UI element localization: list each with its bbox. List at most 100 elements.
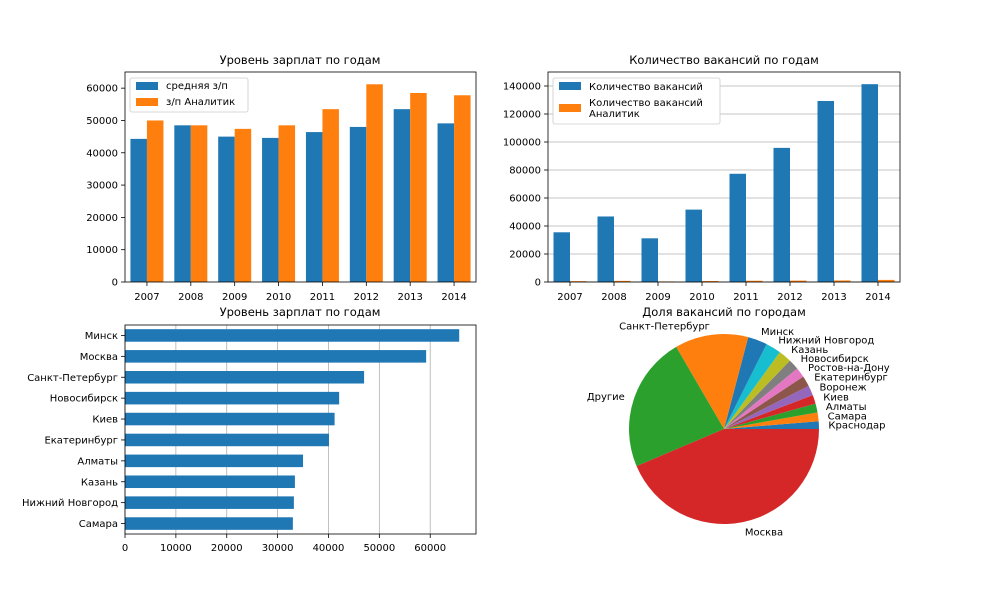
pie-slice [724, 337, 767, 429]
y-tick-label: 0 [112, 278, 118, 289]
chart-salary-by-city: Уровень зарплат по годам 0 10000 20000 3000… [22, 305, 477, 554]
bar [125, 454, 304, 468]
x-tick-label: 50000 [363, 543, 395, 554]
pie-label: Алматы [826, 402, 867, 413]
pie-slice [724, 385, 813, 429]
bar [437, 123, 455, 282]
y-tick-label: Самара [79, 519, 118, 530]
y-tick-label: Москва [80, 352, 118, 363]
x-tick-label: 2012 [777, 292, 802, 303]
x-tick-label: 2013 [397, 292, 422, 303]
pie-slice [724, 352, 790, 429]
bar [218, 136, 235, 282]
chart-salary-by-year-title: Уровень зарплат по годам [220, 53, 381, 67]
bar [790, 280, 807, 282]
y-tick-label: 50000 [86, 116, 118, 127]
bar [570, 281, 587, 282]
x-tick-label: 2007 [557, 292, 582, 303]
x-tick-label: 40000 [313, 543, 345, 554]
pie-label: Екатеринбург [814, 372, 888, 383]
bar [125, 496, 294, 509]
pie-slice [724, 368, 804, 429]
y-tick-label: 20000 [86, 213, 118, 224]
chart-salary-by-city-title: Уровень зарплат по годам [220, 305, 381, 319]
x-tick-label: 2014 [865, 292, 890, 303]
legend-label: Количество вакансий [589, 82, 703, 93]
y-tick-label: 10000 [86, 245, 118, 256]
chart-vacancy-share-by-city-title: Доля вакансий по городам [642, 305, 806, 319]
legend-swatch [559, 104, 581, 112]
bar [614, 280, 631, 282]
y-tick-label: 40000 [509, 222, 541, 233]
y-tick-label: Нижний Новгород [22, 498, 118, 509]
bar [553, 232, 570, 282]
chart-vacancy-share-by-city: Доля вакансий по городам КраснодарСамара… [587, 305, 890, 538]
y-tick-label: 40000 [86, 148, 118, 159]
bar [773, 147, 790, 282]
legend-swatch [136, 82, 158, 90]
x-tick-label: 2008 [601, 292, 626, 303]
y-tick-label: 30000 [86, 181, 118, 192]
x-tick-label: 0 [122, 543, 128, 554]
x-tick-label: 10000 [160, 543, 192, 554]
pie-label: Казань [791, 345, 828, 356]
pie-label: Минск [761, 327, 794, 338]
x-tick-label: 2010 [266, 292, 291, 303]
pie-slice [724, 360, 798, 429]
bar [322, 109, 339, 283]
y-tick-label: 60000 [86, 84, 118, 95]
bar [861, 84, 878, 283]
y-tick-label: Екатеринбург [44, 435, 118, 446]
chart-salary-by-year: Уровень зарплат по годам 0 10000 20000 3000… [86, 53, 477, 303]
pie-label: Москва [745, 527, 783, 538]
bar [702, 281, 719, 282]
bar [125, 329, 460, 342]
pie-label: Ростов-на-Дону [808, 363, 890, 374]
pie-label: Санкт-Петербург [619, 321, 710, 332]
pie-label: Воронеж [820, 383, 867, 394]
x-tick-label: 2013 [821, 292, 846, 303]
chart-salary-by-year-frame [124, 71, 477, 283]
chart-salary-by-year-legend: средняя з/п з/п Аналитик [129, 77, 249, 113]
chart-salary-by-city-frame [124, 324, 477, 535]
legend-label: Количество вакансий [589, 98, 703, 109]
x-tick-label: 2007 [134, 292, 159, 303]
x-tick-label: 60000 [414, 543, 446, 554]
bar [125, 475, 295, 489]
legend-label: з/п Аналитик [166, 97, 235, 108]
legend-label: Аналитик [589, 109, 640, 120]
bar [366, 84, 383, 283]
pie-slice [724, 403, 818, 429]
bar [597, 216, 614, 282]
bar [262, 137, 279, 282]
x-tick-label: 2014 [441, 292, 466, 303]
y-tick-label: 100000 [503, 138, 541, 149]
y-tick-label: Новосибирск [50, 394, 118, 405]
bar [174, 125, 191, 282]
chart-vacancies-by-year-frame [547, 71, 901, 283]
pie-slice [724, 395, 816, 429]
bar [125, 412, 335, 426]
pie-label: Самара [828, 412, 867, 423]
y-tick-label: Казань [81, 477, 118, 488]
y-tick-label: Киев [92, 415, 118, 426]
bar [410, 93, 427, 282]
x-tick-label: 2011 [310, 292, 335, 303]
bar [234, 128, 252, 282]
bar [641, 238, 658, 282]
chart-vacancies-by-year-legend: Количество вакансий Количество вакансий … [552, 77, 721, 125]
bar [125, 517, 293, 530]
y-tick-label: 140000 [503, 82, 541, 93]
bar [878, 279, 895, 282]
bar [393, 109, 411, 283]
x-tick-label: 2010 [689, 292, 714, 303]
x-tick-label: 20000 [211, 543, 243, 554]
bar [125, 433, 329, 447]
bar [125, 350, 427, 363]
y-tick-label: 0 [535, 278, 541, 289]
x-tick-label: 2008 [178, 292, 203, 303]
bar [349, 126, 367, 282]
legend-swatch [559, 82, 581, 90]
bar [278, 125, 296, 282]
